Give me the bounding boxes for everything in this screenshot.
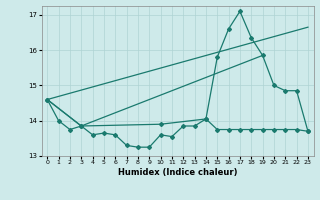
X-axis label: Humidex (Indice chaleur): Humidex (Indice chaleur)	[118, 168, 237, 177]
